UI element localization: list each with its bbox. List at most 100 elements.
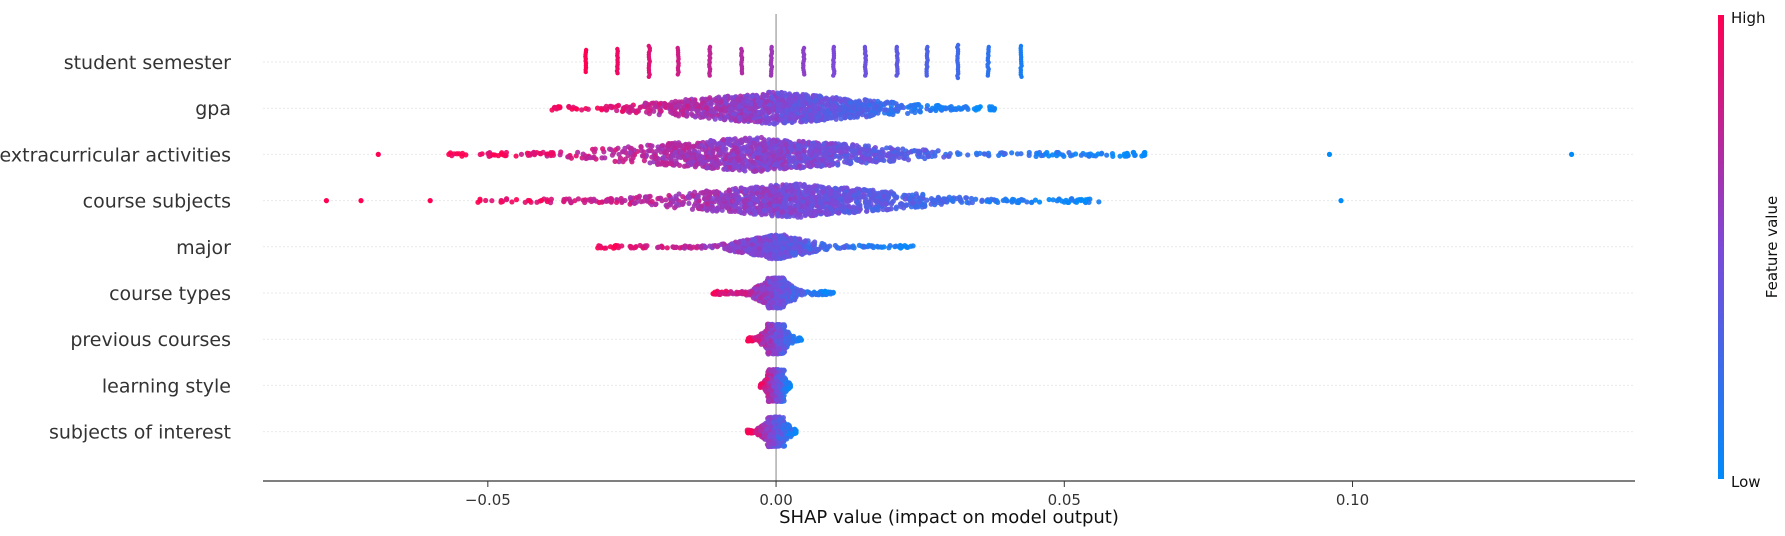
- data-point: [1014, 199, 1020, 205]
- data-point: [806, 211, 812, 217]
- data-point: [738, 185, 744, 191]
- data-point: [690, 143, 697, 149]
- data-point: [761, 189, 767, 195]
- data-point: [688, 111, 695, 117]
- data-point: [872, 152, 878, 158]
- data-point: [851, 114, 857, 120]
- data-point: [769, 94, 775, 100]
- data-point: [538, 197, 545, 204]
- data-point: [729, 241, 735, 247]
- data-point: [568, 155, 575, 161]
- data-point: [732, 163, 738, 170]
- data-point: [746, 115, 752, 122]
- data-point: [754, 190, 760, 196]
- data-point: [783, 165, 789, 171]
- data-point: [736, 157, 742, 163]
- data-point: [801, 239, 808, 245]
- data-point: [749, 93, 755, 100]
- data-point: [1002, 151, 1008, 157]
- data-point: [575, 196, 581, 202]
- data-point: [765, 253, 771, 259]
- data-point: [991, 106, 997, 112]
- data-point: [698, 203, 704, 209]
- data-point: [454, 151, 460, 157]
- data-point: [749, 185, 755, 191]
- data-point: [879, 244, 885, 250]
- data-point: [893, 243, 899, 249]
- data-point: [777, 240, 783, 246]
- data-point: [713, 189, 719, 195]
- data-point: [800, 139, 806, 145]
- data-point: [847, 99, 853, 106]
- data-point: [935, 199, 941, 206]
- data-point: [766, 201, 772, 207]
- data-point: [640, 198, 647, 204]
- data-point: [772, 161, 779, 168]
- data-point: [729, 198, 735, 204]
- data-point: [816, 189, 822, 195]
- data-point: [724, 204, 730, 210]
- data-point: [774, 153, 781, 159]
- data-point: [638, 104, 644, 110]
- data-point: [870, 187, 876, 193]
- data-point: [575, 149, 581, 155]
- data-point: [503, 196, 510, 202]
- data-point: [447, 150, 454, 156]
- data-point: [812, 93, 819, 99]
- data-point: [509, 199, 515, 205]
- data-point: [1044, 149, 1050, 156]
- data-point: [736, 196, 742, 202]
- data-point: [732, 208, 738, 215]
- data-point: [789, 119, 795, 126]
- data-point: [522, 199, 528, 205]
- data-point: [831, 73, 836, 78]
- data-point: [860, 194, 866, 200]
- data-point: [1117, 153, 1123, 159]
- data-point: [985, 73, 991, 78]
- data-point: [653, 103, 659, 109]
- data-point: [841, 244, 848, 251]
- data-point: [684, 144, 690, 151]
- data-point: [736, 207, 743, 214]
- data-point: [680, 154, 687, 160]
- data-point: [627, 149, 633, 156]
- data-point: [963, 195, 969, 201]
- data-point: [748, 105, 754, 112]
- data-point: [642, 100, 648, 106]
- data-point: [714, 146, 720, 152]
- data-point: [675, 72, 680, 77]
- data-point: [842, 98, 849, 104]
- data-point: [752, 168, 758, 174]
- data-point: [806, 96, 812, 102]
- data-point: [851, 105, 857, 111]
- data-point: [649, 100, 655, 106]
- data-point: [795, 142, 801, 149]
- data-point: [825, 101, 831, 107]
- data-point: [791, 102, 798, 108]
- data-point: [783, 200, 789, 207]
- data-point: [689, 100, 695, 106]
- data-point: [579, 107, 585, 113]
- data-point: [754, 155, 760, 161]
- data-point: [513, 197, 520, 203]
- data-point: [600, 146, 606, 152]
- data-point: [811, 109, 818, 115]
- data-point: [613, 199, 620, 206]
- data-point: [800, 103, 806, 109]
- data-point: [742, 188, 748, 195]
- data-point: [599, 107, 605, 113]
- data-point: [585, 106, 591, 112]
- data-point: [869, 196, 875, 202]
- data-point: [557, 104, 563, 110]
- data-point: [979, 197, 985, 203]
- data-point: [982, 151, 988, 157]
- data-point: [820, 106, 826, 113]
- data-point: [525, 152, 531, 158]
- data-point: [916, 108, 923, 114]
- data-point: [475, 199, 481, 205]
- data-point: [630, 107, 636, 113]
- data-point: [733, 140, 739, 146]
- data-point: [826, 210, 832, 216]
- data-point: [739, 145, 745, 151]
- data-point: [619, 198, 625, 204]
